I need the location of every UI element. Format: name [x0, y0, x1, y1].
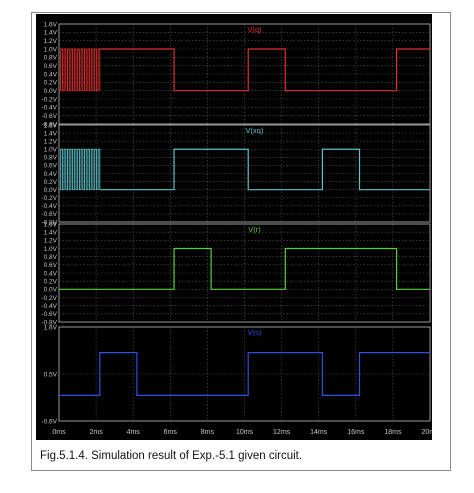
y-tick-label: -0.6V	[41, 211, 57, 218]
y-tick-label: 0.4V	[44, 270, 58, 277]
y-tick-label: 0.8V	[44, 55, 58, 62]
y-tick-label: -0.2V	[41, 295, 57, 302]
y-tick-label: 1.4V	[44, 30, 58, 37]
y-tick-label: 1.0V	[44, 46, 58, 53]
y-tick-label: 0.0V	[44, 88, 58, 95]
y-tick-label: 0.8V	[44, 254, 58, 261]
y-tick-label: 0.6V	[44, 63, 58, 70]
y-tick-label: 1.6V	[44, 122, 58, 129]
y-tick-label: 1.6V	[44, 324, 58, 331]
y-tick-label: 1.2V	[44, 38, 58, 45]
series-line	[59, 352, 430, 396]
y-tick-label: 1.4V	[44, 130, 58, 137]
x-tick-label: 14ms	[310, 429, 328, 436]
series-line	[59, 247, 430, 290]
y-tick-label: -0.8V	[41, 319, 57, 326]
series-title: V(s)	[248, 328, 262, 337]
y-tick-label: 0.4V	[44, 171, 58, 178]
series-line	[99, 148, 430, 191]
y-tick-label: 1.0V	[44, 246, 58, 253]
y-tick-label: -0.2V	[41, 195, 57, 202]
y-tick-label: 0.6V	[44, 163, 58, 170]
y-tick-label: 1.4V	[44, 229, 58, 236]
x-tick-label: 8ms	[201, 429, 215, 436]
y-tick-label: 0.8V	[44, 155, 58, 162]
x-tick-label: 10ms	[236, 429, 254, 436]
x-tick-label: 2ms	[89, 429, 103, 436]
y-tick-label: 1.2V	[44, 238, 58, 245]
y-tick-label: 0.6V	[44, 262, 58, 269]
y-tick-label: -0.2V	[41, 96, 57, 103]
y-tick-label: 1.0V	[44, 147, 58, 154]
y-tick-label: -0.6V	[41, 113, 57, 120]
series-oscillation	[59, 148, 101, 191]
x-tick-label: 16ms	[347, 429, 365, 436]
y-tick-label: 1.2V	[44, 138, 58, 145]
y-tick-label: -0.4V	[41, 303, 57, 310]
y-tick-label: 0.2V	[44, 278, 58, 285]
series-title: V(r)	[248, 225, 261, 234]
x-tick-label: 18ms	[384, 429, 402, 436]
y-tick-label: -0.4V	[41, 105, 57, 112]
y-tick-label: -0.8V	[41, 121, 57, 128]
y-tick-label: 0.2V	[44, 80, 58, 87]
x-tick-label: 4ms	[127, 429, 141, 436]
y-tick-label: 1.6V	[44, 21, 58, 28]
x-tick-label: 6ms	[164, 429, 178, 436]
series-title: V(q)	[247, 25, 262, 34]
series-title: V(xq)	[246, 126, 264, 135]
y-tick-label: 0.4V	[44, 71, 58, 78]
x-tick-label: 0ms	[52, 429, 66, 436]
y-tick-label: -0.8V	[41, 219, 57, 226]
x-tick-label: 12ms	[273, 429, 291, 436]
y-tick-label: 0.2V	[44, 179, 58, 186]
series-line	[99, 48, 430, 92]
y-tick-label: 0.0V	[44, 187, 58, 194]
y-tick-label: -0.6V	[41, 418, 57, 425]
y-tick-label: -0.6V	[41, 311, 57, 318]
y-tick-label: 1.6V	[44, 221, 58, 228]
plot-svg: 1.6V1.4V1.2V1.0V0.8V0.6V0.4V0.2V0.0V-0.2…	[41, 21, 432, 436]
figure-caption: Fig.5.1.4. Simulation result of Exp.-5.1…	[40, 450, 303, 462]
simulation-plot: 1.6V 1.4V 1.2V 1.0V 0.8V 0.6V 0.4V 0.2V 0.0V -0.2…	[36, 14, 432, 440]
y-tick-label: 0.5V	[44, 371, 58, 378]
series-oscillation	[59, 48, 101, 92]
y-tick-label: 0.0V	[44, 287, 58, 294]
y-tick-label: -0.4V	[41, 203, 57, 210]
x-tick-label: 20ms	[421, 429, 432, 436]
